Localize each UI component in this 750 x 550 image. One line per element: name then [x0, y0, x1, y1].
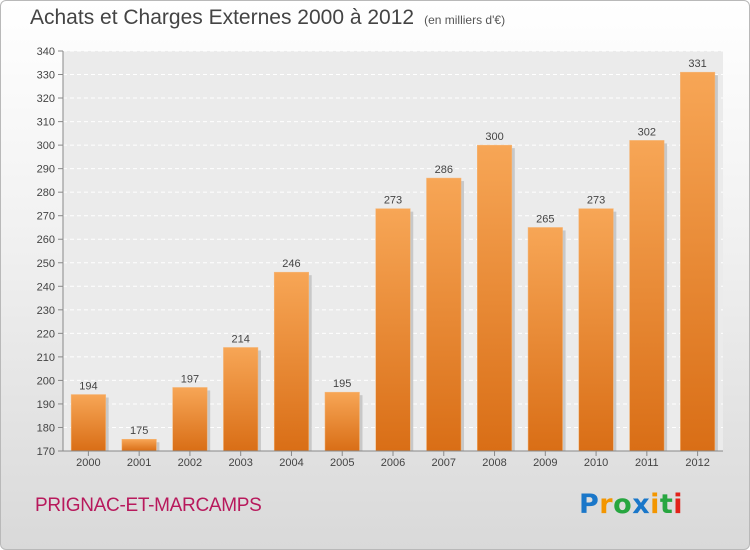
x-tick-label: 2009	[533, 457, 557, 469]
bar-value-label: 331	[688, 58, 706, 70]
bar-2005	[324, 391, 360, 452]
x-tick-label: 2003	[228, 457, 252, 469]
bar-value-label: 286	[435, 164, 453, 176]
x-tick-label: 2002	[178, 457, 202, 469]
bar-2001	[121, 438, 157, 452]
bar-value-label: 273	[587, 195, 605, 207]
chart-subtitle: (en milliers d'€)	[424, 13, 506, 27]
bar-2007	[426, 177, 462, 452]
bar-value-label: 265	[536, 213, 554, 225]
x-tick-label: 2005	[330, 457, 354, 469]
y-tick-label: 270	[37, 211, 55, 223]
y-tick-label: 220	[37, 328, 55, 340]
y-tick-label: 190	[37, 399, 55, 411]
x-tick-label: 2000	[76, 457, 100, 469]
x-tick-label: 2004	[279, 457, 303, 469]
bar-2004	[273, 271, 309, 452]
y-tick-label: 240	[37, 281, 55, 293]
bar-value-label: 194	[79, 381, 97, 393]
chart-title-text: Achats et Charges Externes 2000 à 2012	[30, 6, 415, 29]
bar-2000	[70, 394, 106, 452]
y-tick-label: 250	[37, 258, 55, 270]
bar-2008	[477, 144, 513, 452]
y-tick-label: 280	[37, 187, 55, 199]
y-tick-label: 180	[37, 422, 55, 434]
y-tick-label: 260	[37, 234, 55, 246]
y-tick-label: 330	[37, 70, 55, 82]
bar-2006	[375, 208, 411, 452]
y-tick-label: 210	[37, 352, 55, 364]
bar-value-label: 246	[282, 258, 300, 270]
y-axis-ticks: 170 180 190 200 210 220 230 240 250 260 270 280 290 3…	[37, 46, 64, 458]
y-tick-label: 230	[37, 305, 55, 317]
bar-2002	[172, 387, 208, 452]
proxiti-logo: Proxiti	[579, 489, 684, 520]
bar-value-label: 175	[130, 425, 148, 437]
x-tick-label: 2001	[127, 457, 151, 469]
x-tick-label: 2007	[432, 457, 456, 469]
y-tick-label: 300	[37, 140, 55, 152]
bar-value-label: 197	[181, 373, 199, 385]
x-tick-label: 2011	[635, 457, 659, 469]
x-tick-label: 2012	[685, 457, 709, 469]
bar-value-label: 302	[638, 126, 656, 138]
bar-2009	[527, 227, 563, 452]
bars: 194 175 197 214 246 195 273 286 300 265 273 302 331	[70, 58, 718, 452]
x-tick-label: 2006	[381, 457, 405, 469]
bar-2012	[680, 71, 716, 452]
bar-2011	[629, 140, 665, 452]
bar-2003	[223, 347, 259, 452]
y-tick-label: 310	[37, 117, 55, 129]
bar-value-label: 214	[232, 333, 250, 345]
bar-value-label: 195	[333, 378, 351, 390]
bar-2010	[578, 208, 614, 452]
y-tick-label: 290	[37, 164, 55, 176]
y-tick-label: 340	[37, 46, 55, 58]
location-label: PRIGNAC-ET-MARCAMPS	[35, 495, 262, 516]
y-tick-label: 170	[37, 446, 55, 458]
x-axis-ticks: 2000 2001 2002 2003 2004 2005 2006 2007 2008 2009…	[63, 450, 723, 469]
x-tick-label: 2010	[584, 457, 608, 469]
y-tick-label: 320	[37, 93, 55, 105]
x-tick-label: 2008	[482, 457, 506, 469]
y-tick-label: 200	[37, 375, 55, 387]
bar-value-label: 273	[384, 195, 402, 207]
bar-value-label: 300	[485, 131, 503, 143]
chart-title: Achats et Charges Externes 2000 à 2012 (e…	[30, 6, 505, 30]
